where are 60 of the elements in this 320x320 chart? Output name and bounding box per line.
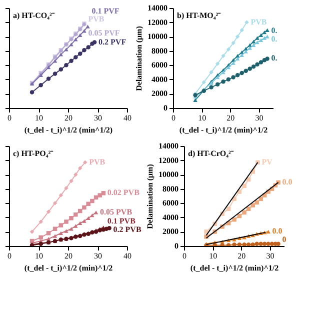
x-tick-label: 10 xyxy=(209,252,218,260)
x-tick-label: 10 xyxy=(35,252,43,260)
x-tick-label: 30 xyxy=(255,114,264,122)
x-tick-label: 20 xyxy=(226,114,235,122)
y-tick-label: 6000 xyxy=(162,198,178,208)
y-tick-label: 2000 xyxy=(162,227,178,236)
x-tick-label: 40 xyxy=(124,252,132,260)
y-axis-title: Delamination (μm) xyxy=(134,26,144,91)
series-label: PVB xyxy=(89,157,106,166)
x-tick-label: 10 xyxy=(198,114,206,122)
x-axis-title: (t_del - t_i)^1/2 (min^1/2) xyxy=(24,126,113,134)
series-label: 0.2 PVB xyxy=(113,225,142,234)
x-tick-label: 30 xyxy=(266,252,274,260)
chart-title: a) HT-CO₄²⁻ xyxy=(13,11,55,20)
x-tick-label: 40 xyxy=(124,114,132,122)
y-tick-label: 6000 xyxy=(152,60,168,70)
y-tick-label: 8000 xyxy=(162,184,178,194)
series-label: 0.05 PVB xyxy=(100,207,133,216)
y-tick-label: 14000 xyxy=(148,4,168,12)
x-tick-label: 0 xyxy=(8,114,12,122)
chart-title: c) HT-PO₄²⁻ xyxy=(13,149,54,158)
y-tick-label: 4000 xyxy=(162,212,178,222)
y-tick-label: 12000 xyxy=(158,156,178,165)
chart-title: b) HT-MO₄²⁻ xyxy=(177,11,222,20)
series-label: 0.05 PVF xyxy=(88,28,120,38)
x-tick-label: 30 xyxy=(94,114,102,122)
y-tick-label: 0 xyxy=(174,242,178,250)
y-tick-label: 12000 xyxy=(148,18,168,27)
series-label: 0. xyxy=(271,26,278,36)
y-tick-label: 4000 xyxy=(152,74,168,84)
x-tick-label: 20 xyxy=(64,114,72,122)
chart-title: d) HT-CrO₄²⁻ xyxy=(188,149,234,158)
x-tick-label: 30 xyxy=(94,252,102,260)
y-tick-label: 10000 xyxy=(158,170,178,180)
x-axis-title: (t_del - t_i)^1/2 (min)^1/2 xyxy=(179,126,268,134)
series-label: 0. xyxy=(271,34,278,44)
series-label: PV xyxy=(262,157,273,166)
x-tick-label: 0 xyxy=(8,252,12,260)
series-label: 0.0 xyxy=(272,226,282,236)
y-tick-label: 14000 xyxy=(158,142,178,150)
x-axis-title: (t_del - t_i)^1/2 (min)^1/2 xyxy=(190,264,279,272)
x-tick-label: 0 xyxy=(182,252,186,260)
y-tick-label: 10000 xyxy=(148,32,168,42)
y-tick-label: 2000 xyxy=(152,89,168,98)
series-label: 0. xyxy=(271,54,278,63)
y-axis-title: Delamination (μm) xyxy=(146,164,154,229)
series-label: 0 xyxy=(282,235,286,244)
y-tick-label: 0 xyxy=(164,104,168,112)
x-tick-label: 10 xyxy=(35,114,43,122)
y-tick-label: 8000 xyxy=(152,46,168,56)
series-label: 0.02 PVB xyxy=(107,188,140,198)
series-label: 0.1 PVF xyxy=(92,6,120,16)
series-label: 0.1 PVB xyxy=(107,216,136,226)
x-tick-label: 20 xyxy=(238,252,246,260)
x-axis-title: (t_del - t_i)^1/2 (min)^1/2 xyxy=(24,264,113,272)
series-label: PVB xyxy=(88,14,105,24)
series-label: 0.0 xyxy=(282,177,292,186)
x-tick-label: 20 xyxy=(64,252,72,260)
series-label: 0.2 PVF xyxy=(98,37,126,46)
series-label: PVB xyxy=(250,17,268,26)
